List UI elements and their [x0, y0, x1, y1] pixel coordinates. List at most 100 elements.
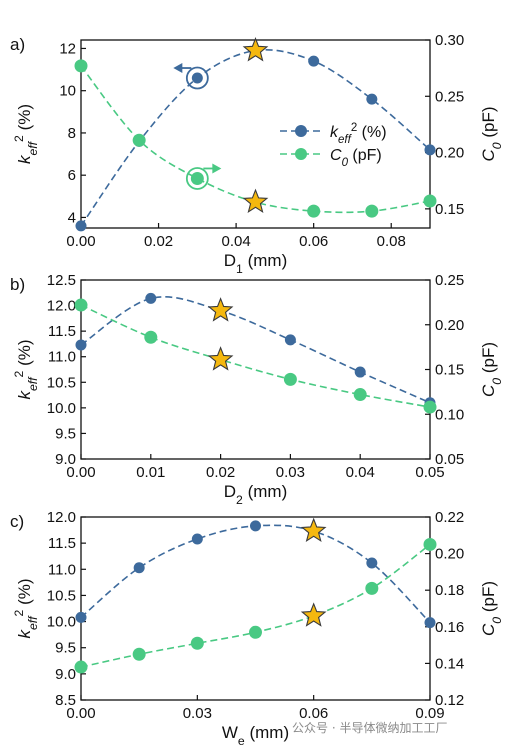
x-tick-label: 0.04 [346, 464, 375, 481]
x-tick-label: 0.06 [299, 233, 328, 250]
y-left-tick-label: 11.5 [48, 535, 76, 552]
data-point [75, 611, 87, 623]
y-right-tick-label: 0.20 [435, 317, 464, 334]
y-left-tick-label: 10.0 [47, 400, 76, 417]
chart-panel-2: b) 0.00 0.01 0.02 0.03 0.04 0.05 9.0 9.5 10.0 10.5… [10, 272, 504, 507]
y-right-tick-label: 0.20 [435, 546, 464, 563]
x-axis-label: We (mm) [222, 723, 289, 747]
y-left-axis-label: keff2 (%) [12, 339, 40, 399]
y-left-tick-label: 11.0 [48, 349, 76, 366]
y-left-tick-label: 8 [68, 125, 76, 142]
plot-frame [80, 279, 431, 460]
data-point [365, 581, 379, 595]
data-point [284, 334, 296, 346]
y-left-tick-label: 12 [59, 40, 76, 57]
panel-label: c) [10, 512, 24, 531]
y-right-tick-label: 0.16 [435, 619, 464, 636]
data-point [423, 400, 437, 414]
y-right-tick-label: 0.15 [435, 201, 464, 218]
data-point [250, 520, 261, 532]
data-point [354, 366, 366, 378]
x-tick-label: 0.04 [222, 233, 251, 250]
y-left-tick-label: 12.0 [47, 509, 76, 526]
data-point [308, 55, 320, 67]
x-tick-label: 0.05 [415, 464, 444, 481]
y-left-axis-label: keff2 (%) [12, 104, 40, 164]
data-point [190, 171, 204, 185]
panel-label: a) [10, 35, 25, 54]
y-left-tick-label: 11.0 [48, 561, 76, 578]
y-left-tick-label: 11.5 [48, 323, 76, 340]
x-axis-label: D1 (mm) [224, 251, 287, 276]
y-left-tick-label: 8.5 [55, 692, 76, 709]
y-left-tick-label: 10.5 [47, 587, 76, 604]
series-line-1 [80, 524, 431, 624]
y-right-tick-label: 0.05 [435, 451, 464, 468]
arrow-left-icon [173, 63, 183, 74]
x-tick-label: 0.06 [299, 705, 328, 722]
y-left-tick-label: 9.0 [55, 666, 76, 683]
y-right-tick-label: 0.20 [435, 145, 464, 162]
series-line-1 [80, 49, 431, 227]
x-tick-label: 0.02 [144, 233, 173, 250]
legend-label: C0 (pF) [330, 147, 382, 169]
data-point [74, 660, 88, 674]
star-marker [242, 188, 269, 214]
y-right-tick-label: 0.10 [435, 406, 464, 423]
y-right-tick-label: 0.25 [435, 272, 464, 289]
y-right-axis-label: C0 (pF) [479, 581, 504, 636]
data-point [144, 330, 158, 344]
data-point [132, 133, 146, 147]
series-line-2 [80, 543, 431, 668]
x-tick-label: 0.01 [136, 464, 165, 481]
data-point [353, 388, 367, 402]
data-point [283, 372, 297, 386]
x-tick-label: 0.00 [66, 705, 95, 722]
star-marker [242, 37, 269, 62]
y-right-tick-label: 0.25 [435, 88, 464, 105]
x-tick-label: 0.02 [206, 464, 235, 481]
arrow-right-icon [212, 163, 222, 174]
data-point [307, 204, 321, 218]
data-point [133, 562, 145, 574]
highlight-ring [185, 167, 209, 190]
series-line-2 [80, 304, 431, 408]
star-marker [207, 297, 234, 322]
star-marker [207, 346, 234, 371]
chart-panel-1: a) 0.00 0.02 0.04 0.06 0.08 4 6 8 10 12 0.15 0.20 0.2… [10, 32, 504, 276]
data-point [366, 93, 378, 105]
legend-label: keff2 (%) [330, 122, 387, 146]
y-left-tick-label: 12.5 [47, 272, 76, 289]
y-left-tick-label: 9.5 [55, 640, 76, 657]
data-point [75, 339, 87, 351]
x-axis-label: D2 (mm) [224, 482, 287, 507]
data-point [424, 617, 436, 629]
y-right-tick-label: 0.14 [435, 655, 464, 672]
star-marker [300, 517, 327, 543]
data-point [74, 298, 88, 312]
highlight-ring [185, 66, 209, 90]
y-right-tick-label: 0.12 [435, 692, 464, 709]
y-left-tick-label: 10.5 [47, 374, 76, 391]
data-point [423, 537, 437, 551]
data-point [249, 625, 262, 639]
star-marker [300, 602, 327, 627]
y-right-tick-label: 0.15 [435, 362, 464, 379]
y-left-tick-label: 10 [59, 83, 76, 100]
legend-marker [295, 125, 307, 137]
panel-label: b) [10, 275, 25, 294]
watermark-text: 公众号 · 半导体微纳加工工厂 [292, 721, 448, 735]
x-tick-label: 0.00 [66, 464, 95, 481]
y-left-tick-label: 9.5 [55, 425, 76, 442]
data-point [365, 204, 379, 218]
x-tick-label: 0.03 [276, 464, 305, 481]
chart-panel-3: c) 0.00 0.03 0.06 0.09 8.5 9.0 9.5 10.0 10.5 11.0 1… [10, 509, 504, 747]
data-point [366, 557, 378, 569]
data-point [423, 194, 437, 208]
x-tick-label: 0.03 [183, 705, 212, 722]
y-left-tick-label: 9.0 [55, 451, 76, 468]
y-right-tick-label: 0.30 [435, 32, 464, 49]
y-left-tick-label: 12.0 [47, 298, 76, 315]
y-right-axis-label: C0 (pF) [479, 342, 504, 397]
legend-marker [295, 148, 307, 160]
